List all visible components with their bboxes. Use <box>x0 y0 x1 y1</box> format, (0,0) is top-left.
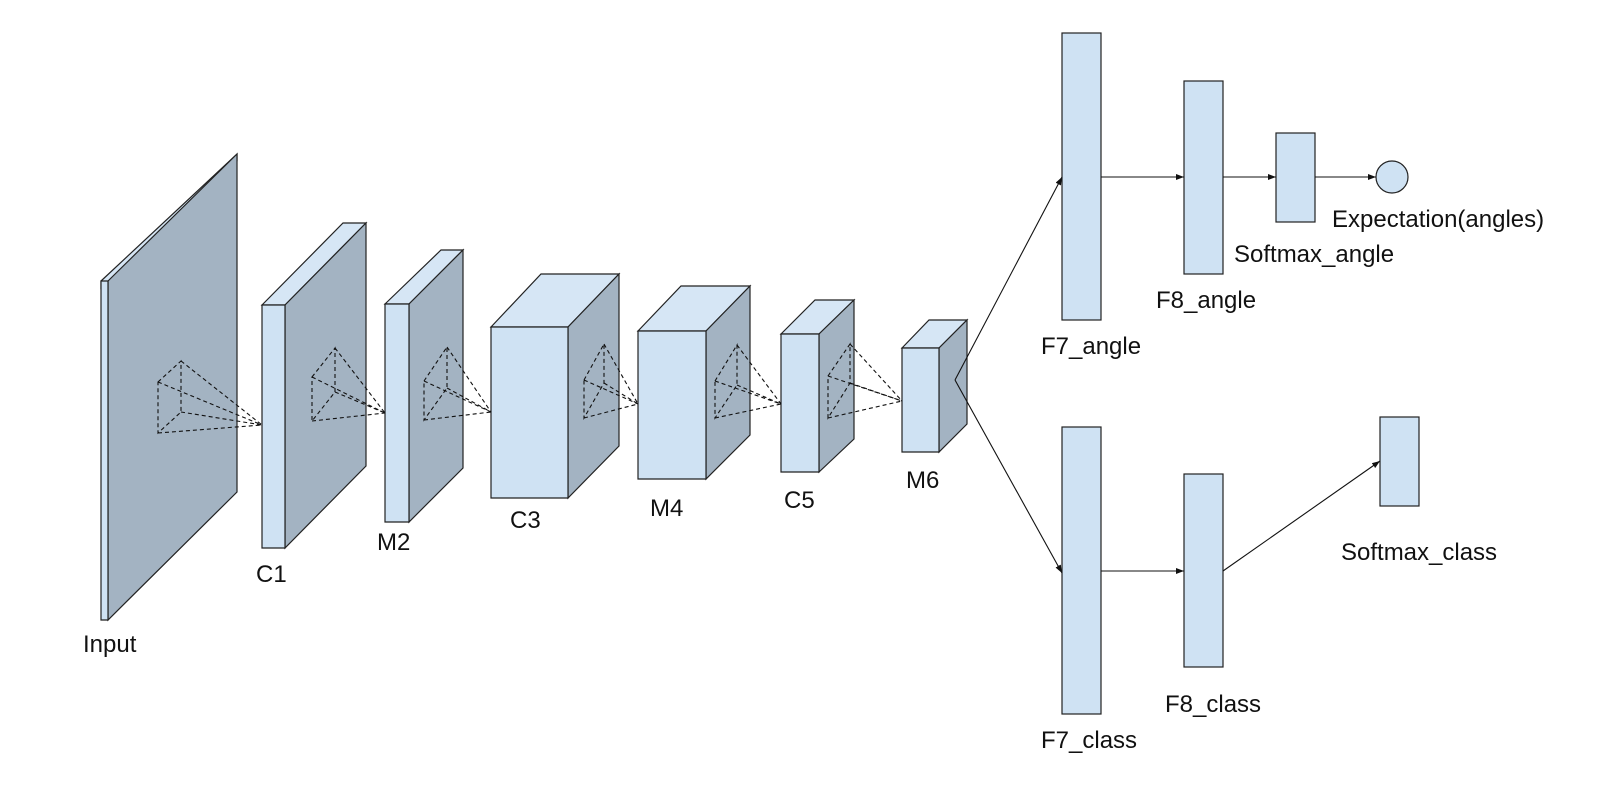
layer-f8-angle <box>1184 81 1223 274</box>
layer-softmax-class <box>1380 417 1419 506</box>
label-c5: C5 <box>784 487 815 514</box>
layer-c1 <box>262 223 366 548</box>
layer-f8-class <box>1184 474 1223 667</box>
label-c3: C3 <box>510 507 541 534</box>
label-c1: C1 <box>256 561 287 588</box>
layer-c5 <box>781 300 854 472</box>
layer-m4 <box>638 286 750 479</box>
layer-f7-angle <box>1062 33 1101 320</box>
label-expectation: Expectation(angles) <box>1332 206 1544 233</box>
layer-softmax-angle <box>1276 133 1315 222</box>
label-f8-class: F8_class <box>1165 691 1261 718</box>
label-m6: M6 <box>906 467 939 494</box>
label-f7-angle: F7_angle <box>1041 333 1141 360</box>
label-softmax-class: Softmax_class <box>1341 539 1497 566</box>
label-f7-class: F7_class <box>1041 727 1137 754</box>
layer-m6 <box>902 320 967 452</box>
label-softmax-angle: Softmax_angle <box>1234 241 1394 268</box>
label-input: Input <box>83 631 137 658</box>
label-m2: M2 <box>377 529 410 556</box>
label-m4: M4 <box>650 495 683 522</box>
layer-c3 <box>491 274 619 498</box>
layer-f7-class <box>1062 427 1101 714</box>
expectation-node <box>1376 161 1408 193</box>
arrow-m6-f7-class <box>955 380 1062 573</box>
layer-input <box>101 154 237 620</box>
connections <box>955 177 1380 573</box>
label-f8-angle: F8_angle <box>1156 287 1256 314</box>
